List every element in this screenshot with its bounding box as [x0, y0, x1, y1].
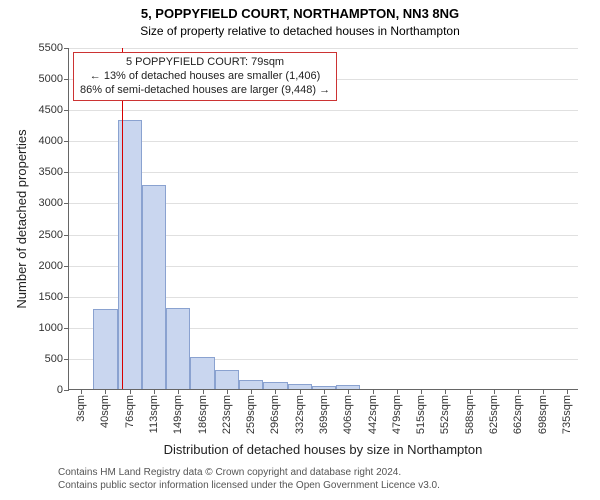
ytick-mark [64, 141, 69, 142]
ytick-mark [64, 110, 69, 111]
xtick-label: 735sqm [561, 389, 573, 434]
xtick-label: 223sqm [221, 389, 233, 434]
gridline [69, 141, 578, 142]
gridline [69, 172, 578, 173]
bar [93, 309, 117, 389]
ytick-label: 5000 [39, 73, 63, 85]
annotation-box: 5 POPPYFIELD COURT: 79sqm ← 13% of detac… [73, 52, 337, 101]
ytick-label: 0 [57, 384, 63, 396]
ytick-label: 500 [45, 353, 63, 365]
ytick-label: 4000 [39, 135, 63, 147]
ytick-label: 1500 [39, 291, 63, 303]
ytick-mark [64, 172, 69, 173]
xtick-label: 259sqm [245, 389, 257, 434]
xtick-label: 296sqm [269, 389, 281, 434]
bar [142, 185, 166, 389]
xtick-label: 552sqm [439, 389, 451, 434]
xtick-label: 515sqm [415, 389, 427, 434]
xtick-label: 406sqm [342, 389, 354, 434]
ytick-label: 4500 [39, 104, 63, 116]
xtick-label: 332sqm [294, 389, 306, 434]
xtick-label: 186sqm [197, 389, 209, 434]
bar [166, 308, 190, 389]
annotation-line3: 86% of semi-detached houses are larger (… [80, 84, 330, 98]
xtick-label: 3sqm [75, 389, 87, 422]
xtick-label: 442sqm [367, 389, 379, 434]
xtick-label: 113sqm [148, 389, 160, 433]
ytick-mark [64, 359, 69, 360]
annotation-line2: ← 13% of detached houses are smaller (1,… [80, 70, 330, 84]
y-axis-label: Number of detached properties [14, 129, 29, 308]
footer-line2: Contains public sector information licen… [58, 479, 440, 492]
xtick-label: 588sqm [464, 389, 476, 434]
ytick-mark [64, 297, 69, 298]
ytick-mark [64, 235, 69, 236]
bar [239, 380, 263, 389]
gridline [69, 110, 578, 111]
ytick-mark [64, 79, 69, 80]
ytick-mark [64, 266, 69, 267]
x-axis-label: Distribution of detached houses by size … [68, 442, 578, 457]
ytick-label: 2500 [39, 229, 63, 241]
chart-container: 5, POPPYFIELD COURT, NORTHAMPTON, NN3 8N… [0, 0, 600, 500]
ytick-mark [64, 328, 69, 329]
ytick-label: 3000 [39, 197, 63, 209]
xtick-label: 698sqm [537, 389, 549, 434]
annotation-line1: 5 POPPYFIELD COURT: 79sqm [80, 56, 330, 70]
xtick-label: 369sqm [318, 389, 330, 434]
ytick-mark [64, 390, 69, 391]
bar [263, 382, 287, 389]
xtick-label: 76sqm [124, 389, 136, 428]
bar [215, 370, 239, 389]
ytick-label: 3500 [39, 166, 63, 178]
xtick-label: 625sqm [488, 389, 500, 434]
ytick-label: 2000 [39, 260, 63, 272]
xtick-label: 40sqm [99, 389, 111, 428]
plot-area: 0500100015002000250030003500400045005000… [68, 48, 578, 390]
xtick-label: 662sqm [512, 389, 524, 434]
ytick-mark [64, 203, 69, 204]
ytick-label: 5500 [39, 42, 63, 54]
footer-attribution: Contains HM Land Registry data © Crown c… [58, 466, 440, 492]
chart-subtitle: Size of property relative to detached ho… [0, 24, 600, 38]
bar [190, 357, 214, 389]
ytick-label: 1000 [39, 322, 63, 334]
chart-title: 5, POPPYFIELD COURT, NORTHAMPTON, NN3 8N… [0, 6, 600, 21]
gridline [69, 48, 578, 49]
footer-line1: Contains HM Land Registry data © Crown c… [58, 466, 440, 479]
xtick-label: 479sqm [391, 389, 403, 434]
ytick-mark [64, 48, 69, 49]
xtick-label: 149sqm [172, 389, 184, 434]
